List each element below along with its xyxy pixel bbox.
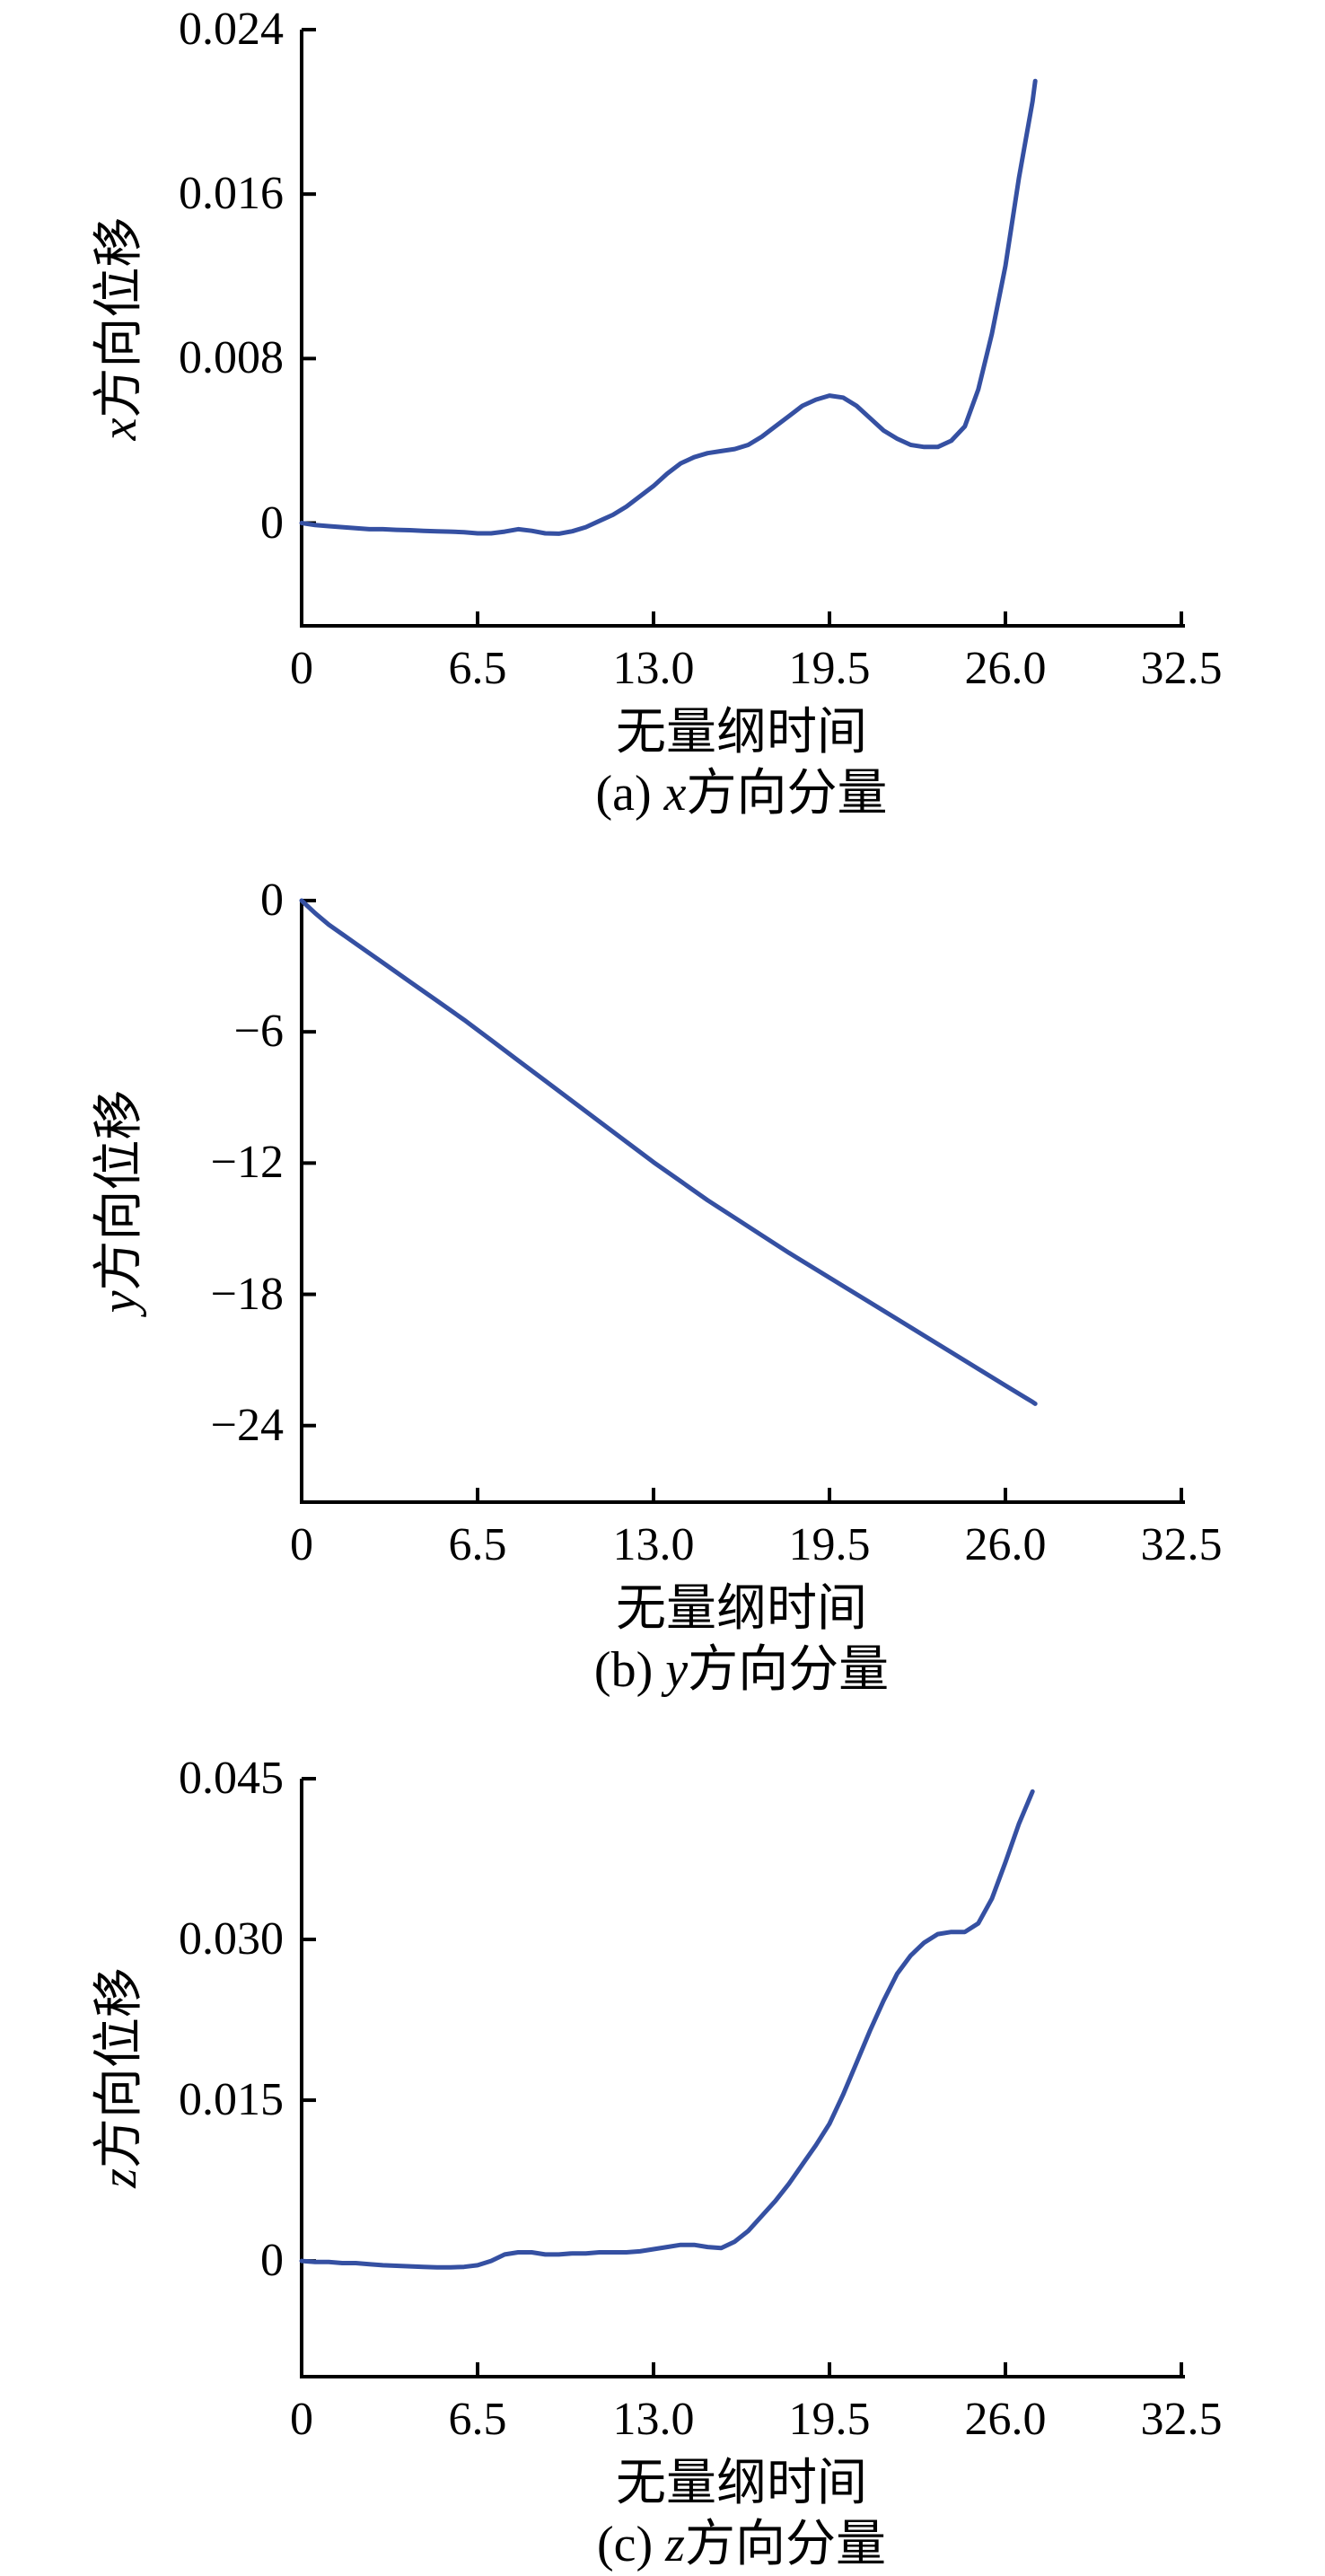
- curve-a: [299, 78, 1038, 536]
- axis-spines-b: [300, 901, 1185, 1504]
- x-tick-label-a: 0: [290, 643, 313, 694]
- chart-c: [299, 1777, 1185, 2378]
- caption-var-b: y: [665, 1642, 689, 1698]
- x-tick-label-a: 19.5: [788, 643, 871, 694]
- x-tick-label-c: 13.0: [612, 2394, 695, 2445]
- y-tick-label-c: 0: [260, 2235, 284, 2287]
- y-axis-title-a: x方向位移: [92, 216, 147, 441]
- caption-prefix-c: (c): [597, 2517, 654, 2572]
- caption-prefix-b: (b): [593, 1642, 654, 1698]
- y-tick-label-b: −24: [210, 1399, 284, 1451]
- subplot-caption-c: (c) z方向分量: [597, 2519, 886, 2570]
- y-axis-suffix-b: 方向位移: [92, 1089, 147, 1291]
- x-tick-label-a: 13.0: [612, 643, 695, 694]
- x-tick-label-b: 26.0: [964, 1519, 1047, 1570]
- y-tick-label-c: 0.015: [179, 2074, 284, 2126]
- x-tick-label-c: 6.5: [448, 2394, 507, 2445]
- x-tick-label-a: 26.0: [964, 643, 1047, 694]
- axis-spines-a: [300, 30, 1185, 628]
- x-tick-label-b: 13.0: [612, 1519, 695, 1570]
- x-tick-label-b: 6.5: [448, 1519, 507, 1570]
- y-axis-var-c: z: [92, 2168, 147, 2188]
- chart-a: [299, 28, 1185, 628]
- caption-prefix-a: (a): [595, 766, 652, 822]
- caption-suffix-b: 方向分量: [688, 1642, 890, 1698]
- x-axis-title-a: 无量纲时间: [616, 705, 867, 760]
- axis-spines-c: [300, 1779, 1185, 2378]
- caption-suffix-a: 方向分量: [686, 766, 888, 822]
- x-tick-label-b: 32.5: [1140, 1519, 1223, 1570]
- x-tick-label-c: 0: [290, 2394, 313, 2445]
- x-tick-label-c: 26.0: [964, 2394, 1047, 2445]
- y-tick-label-b: −18: [210, 1268, 284, 1320]
- y-tick-label-a: 0.008: [179, 332, 284, 384]
- x-axis-title-b: 无量纲时间: [616, 1581, 867, 1637]
- y-axis-suffix-a: 方向位移: [92, 216, 147, 418]
- subplot-caption-b: (b) y方向分量: [594, 1645, 889, 1695]
- x-axis-title-c: 无量纲时间: [616, 2456, 867, 2511]
- x-tick-label-a: 32.5: [1140, 643, 1223, 694]
- x-tick-label-a: 6.5: [448, 643, 507, 694]
- y-axis-suffix-c: 方向位移: [92, 1967, 147, 2169]
- y-tick-label-b: 0: [260, 875, 284, 926]
- y-tick-label-b: −6: [233, 1006, 284, 1058]
- curve-b: [299, 898, 1038, 1406]
- chart-b: [299, 898, 1185, 1504]
- x-tick-label-b: 19.5: [788, 1519, 871, 1570]
- x-tick-label-b: 0: [290, 1519, 313, 1570]
- caption-suffix-c: 方向分量: [684, 2517, 886, 2572]
- y-axis-var-a: x: [92, 418, 147, 441]
- x-tick-label-c: 19.5: [788, 2394, 871, 2445]
- y-tick-label-c: 0.045: [179, 1753, 284, 1804]
- curve-c: [299, 1789, 1035, 2270]
- x-tick-label-c: 32.5: [1140, 2394, 1223, 2445]
- caption-var-a: x: [663, 766, 687, 822]
- caption-var-c: z: [665, 2517, 685, 2572]
- y-tick-label-b: −12: [210, 1137, 284, 1189]
- y-tick-label-a: 0.016: [179, 168, 284, 220]
- subplot-caption-a: (a) x方向分量: [595, 769, 887, 819]
- y-tick-label-a: 0.024: [179, 4, 284, 55]
- y-tick-label-a: 0: [260, 497, 284, 549]
- y-tick-label-c: 0.030: [179, 1913, 284, 1965]
